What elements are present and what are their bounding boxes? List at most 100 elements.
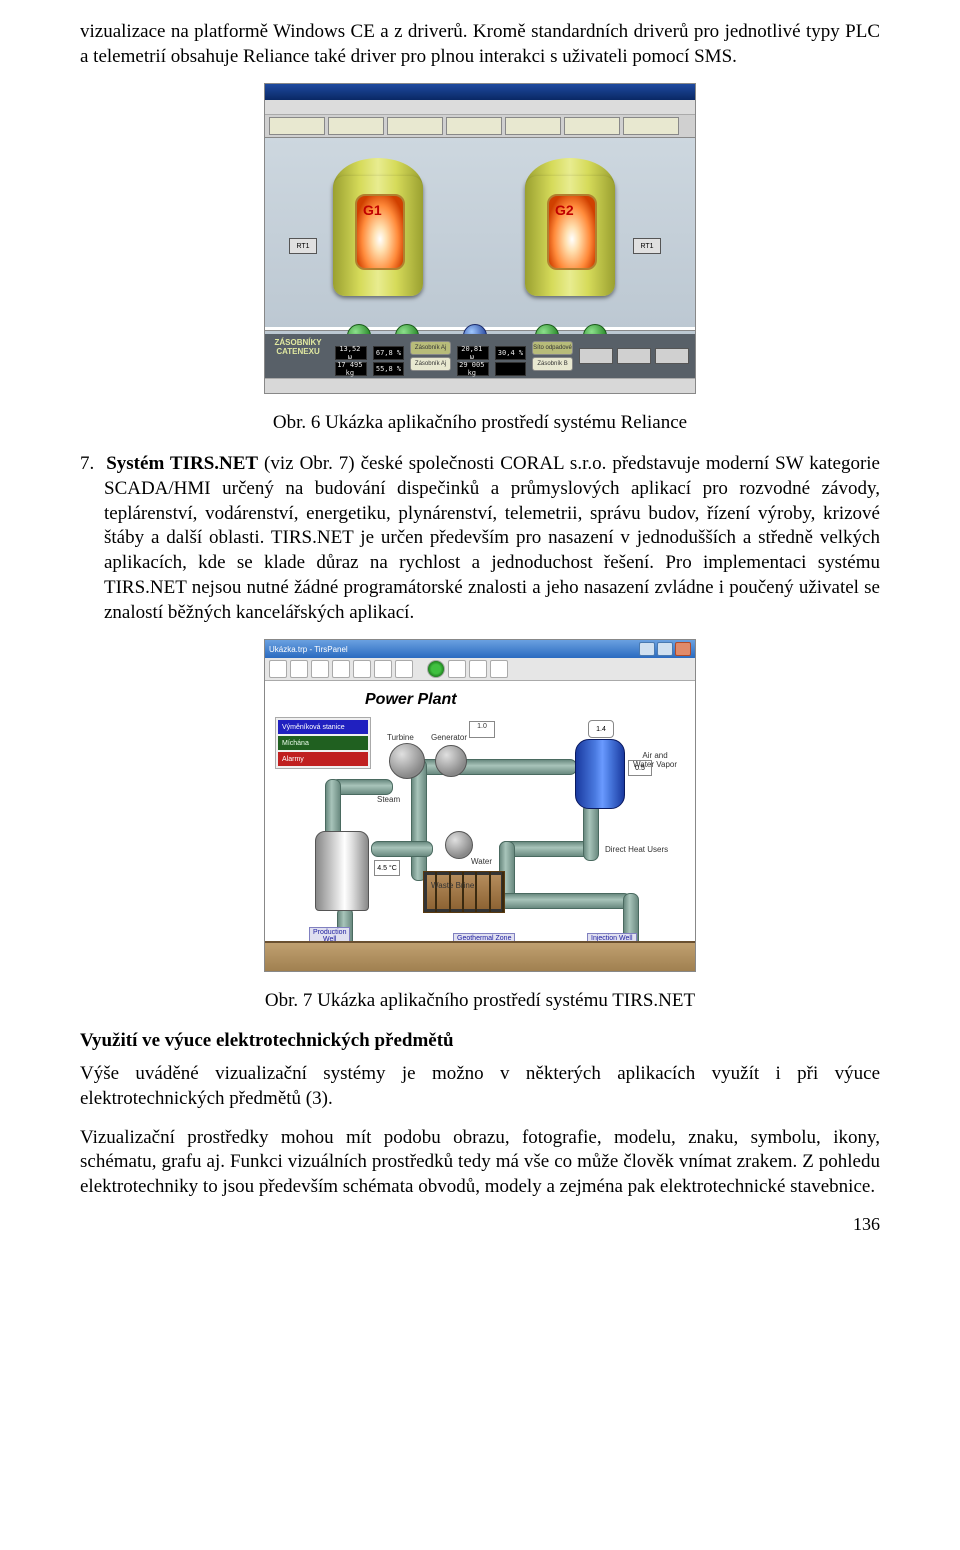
scada1-titlebar — [265, 84, 695, 100]
lcd-readout: 30,4 % — [495, 346, 527, 360]
bottombar-button[interactable] — [655, 348, 689, 364]
diagram-title: Power Plant — [365, 691, 457, 709]
paragraph-3: Výše uváděné vizualizační systémy je mož… — [80, 1062, 880, 1111]
scada2-canvas: Power Plant Výměníková stanice Míchána A… — [265, 681, 695, 971]
scada1-app-window: G1 RT1 G2 RT1 ZÁSOBNÍKY CATENEXU — [264, 83, 696, 394]
bottombar-right — [579, 348, 689, 364]
readout-panel: 67,8 % 55,8 % — [373, 336, 405, 376]
paragraph-intro: vizualizace na platformě Windows CE a z … — [80, 20, 880, 69]
pill-label: Zásobník Aj — [410, 341, 451, 355]
paragraph-item-7: 7. Systém TIRS.NET (viz Obr. 7) české sp… — [104, 452, 880, 625]
temp-readout: 4.5 °C — [374, 860, 400, 876]
lcd-readout — [495, 362, 527, 376]
toolbar-icon[interactable] — [395, 660, 413, 678]
toolbar-icon[interactable] — [448, 660, 466, 678]
lcd-readout: 67,8 % — [373, 346, 405, 360]
scada2-toolbar — [265, 658, 695, 681]
toolbar-tab[interactable] — [387, 117, 443, 135]
generator-icon — [435, 745, 467, 777]
close-icon[interactable] — [675, 642, 691, 656]
lcd-readout: 55,8 % — [373, 362, 405, 376]
scada1-toolbar — [265, 115, 695, 138]
readout-panel: 30,4 % — [495, 336, 527, 376]
pill-label: Zásobník B — [532, 357, 573, 371]
ground-layer — [265, 941, 695, 971]
pipe-icon — [499, 893, 631, 909]
tank-side-button[interactable]: RT1 — [633, 238, 661, 254]
scada2-app-window: Ukázka.trp - TirsPanel — [264, 639, 696, 972]
figure-7: Ukázka.trp - TirsPanel — [80, 639, 880, 972]
toolbar-icon[interactable] — [469, 660, 487, 678]
window-title: Ukázka.trp - TirsPanel — [269, 645, 348, 654]
toolbar-tab[interactable] — [328, 117, 384, 135]
turbine-icon — [389, 743, 425, 779]
gauge-readout: 1.0 — [469, 721, 495, 738]
bold-system-name: Systém TIRS.NET — [106, 453, 258, 474]
pipe-icon — [371, 841, 433, 857]
toolbar-tab[interactable] — [269, 117, 325, 135]
minimize-icon[interactable] — [639, 642, 655, 656]
toolbar-tab[interactable] — [564, 117, 620, 135]
bottombar-button[interactable] — [617, 348, 651, 364]
legend-box: Výměníková stanice Míchána Alarmy — [275, 717, 371, 769]
gauge-readout: 1.4 — [588, 720, 614, 738]
legend-item-3[interactable]: Alarmy — [278, 752, 368, 766]
run-icon[interactable] — [427, 660, 445, 678]
label-direct: Direct Heat Users — [605, 845, 668, 854]
silo-icon: 4.5 °C — [315, 831, 369, 911]
readout-panel: 13,52 ω 17 495 kg — [335, 336, 367, 376]
scada1-menubar — [265, 100, 695, 115]
lcd-readout: 13,52 ω — [335, 346, 367, 360]
toolbar-tab[interactable] — [505, 117, 561, 135]
label-air: Air and Water Vapor — [633, 751, 677, 769]
toolbar-icon[interactable] — [374, 660, 392, 678]
tank-side-button[interactable]: RT1 — [289, 238, 317, 254]
figure-6: G1 RT1 G2 RT1 ZÁSOBNÍKY CATENEXU — [80, 83, 880, 394]
tank-label-g2: G2 — [555, 202, 574, 218]
lcd-readout: 29 005 kg — [457, 362, 489, 376]
maximize-icon[interactable] — [657, 642, 673, 656]
window-buttons — [639, 642, 691, 656]
tank-g1: G1 RT1 — [323, 158, 433, 328]
bottombar-title: ZÁSOBNÍKY CATENEXU — [271, 338, 325, 356]
scada1-canvas: G1 RT1 G2 RT1 ZÁSOBNÍKY CATENEXU — [265, 138, 695, 378]
blue-tank-icon: 1.4 0.5 — [575, 739, 625, 809]
pillbox: Zásobník Aj Zásobník Aj — [410, 341, 451, 371]
caption-fig6: Obr. 6 Ukázka aplikačního prostředí syst… — [80, 412, 880, 434]
scada1-statusbar — [265, 378, 695, 393]
caption-fig7: Obr. 7 Ukázka aplikačního prostředí syst… — [80, 990, 880, 1012]
toolbar-tab[interactable] — [623, 117, 679, 135]
toolbar-icon[interactable] — [332, 660, 350, 678]
label-steam: Steam — [377, 795, 400, 804]
label-waste: Waste Brine — [431, 881, 474, 890]
label-water: Water — [471, 857, 492, 866]
page-number: 136 — [80, 1214, 880, 1235]
tank-label-g1: G1 — [363, 202, 382, 218]
pump-icon — [445, 831, 473, 859]
pipe-icon — [583, 803, 599, 861]
lcd-readout: 20,81 ω — [457, 346, 489, 360]
paragraph-4: Vizualizační prostředky mohou mít podobu… — [80, 1126, 880, 1200]
label-turbine: Turbine — [387, 733, 414, 742]
pill-label: Síto odpadové — [532, 341, 573, 355]
burner-icon — [423, 871, 505, 913]
label-generator: Generator — [431, 733, 467, 742]
toolbar-icon[interactable] — [353, 660, 371, 678]
toolbar-icon[interactable] — [269, 660, 287, 678]
toolbar-tab[interactable] — [446, 117, 502, 135]
item-number: 7. — [80, 453, 94, 474]
tank-g2: G2 RT1 — [515, 158, 625, 328]
toolbar-icon[interactable] — [490, 660, 508, 678]
scada2-titlebar: Ukázka.trp - TirsPanel — [265, 640, 695, 658]
readout-panel: 20,81 ω 29 005 kg — [457, 336, 489, 376]
pillbox: Síto odpadové Zásobník B — [532, 341, 573, 371]
lcd-readout: 17 495 kg — [335, 362, 367, 376]
toolbar-icon[interactable] — [290, 660, 308, 678]
legend-item-1[interactable]: Výměníková stanice — [278, 720, 368, 734]
section-heading: Využití ve výuce elektrotechnických před… — [80, 1030, 880, 1052]
legend-item-2[interactable]: Míchána — [278, 736, 368, 750]
bottombar-button[interactable] — [579, 348, 613, 364]
toolbar-icon[interactable] — [311, 660, 329, 678]
scada1-bottombar: ZÁSOBNÍKY CATENEXU 13,52 ω 17 495 kg 67,… — [265, 334, 695, 378]
pill-label: Zásobník Aj — [410, 357, 451, 371]
